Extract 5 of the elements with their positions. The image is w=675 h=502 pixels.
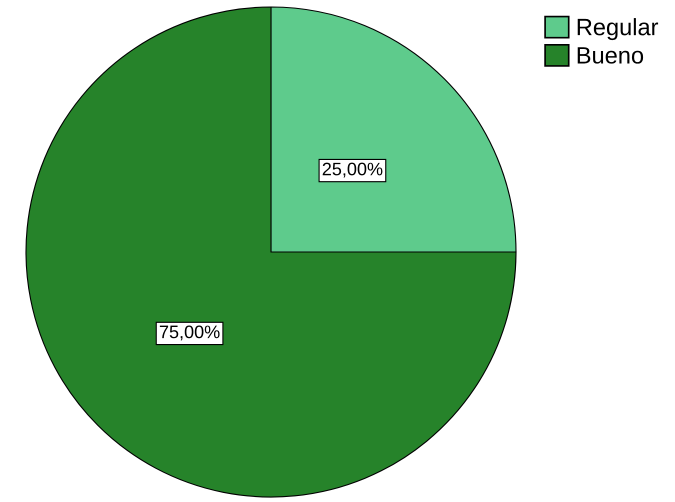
- pie-slice: [25, 6, 517, 498]
- data-label: 75,00%: [160, 325, 220, 340]
- legend-label: Bueno: [578, 47, 644, 64]
- legend-label: Regular: [578, 18, 658, 40]
- data-label: 25,00%: [322, 162, 382, 178]
